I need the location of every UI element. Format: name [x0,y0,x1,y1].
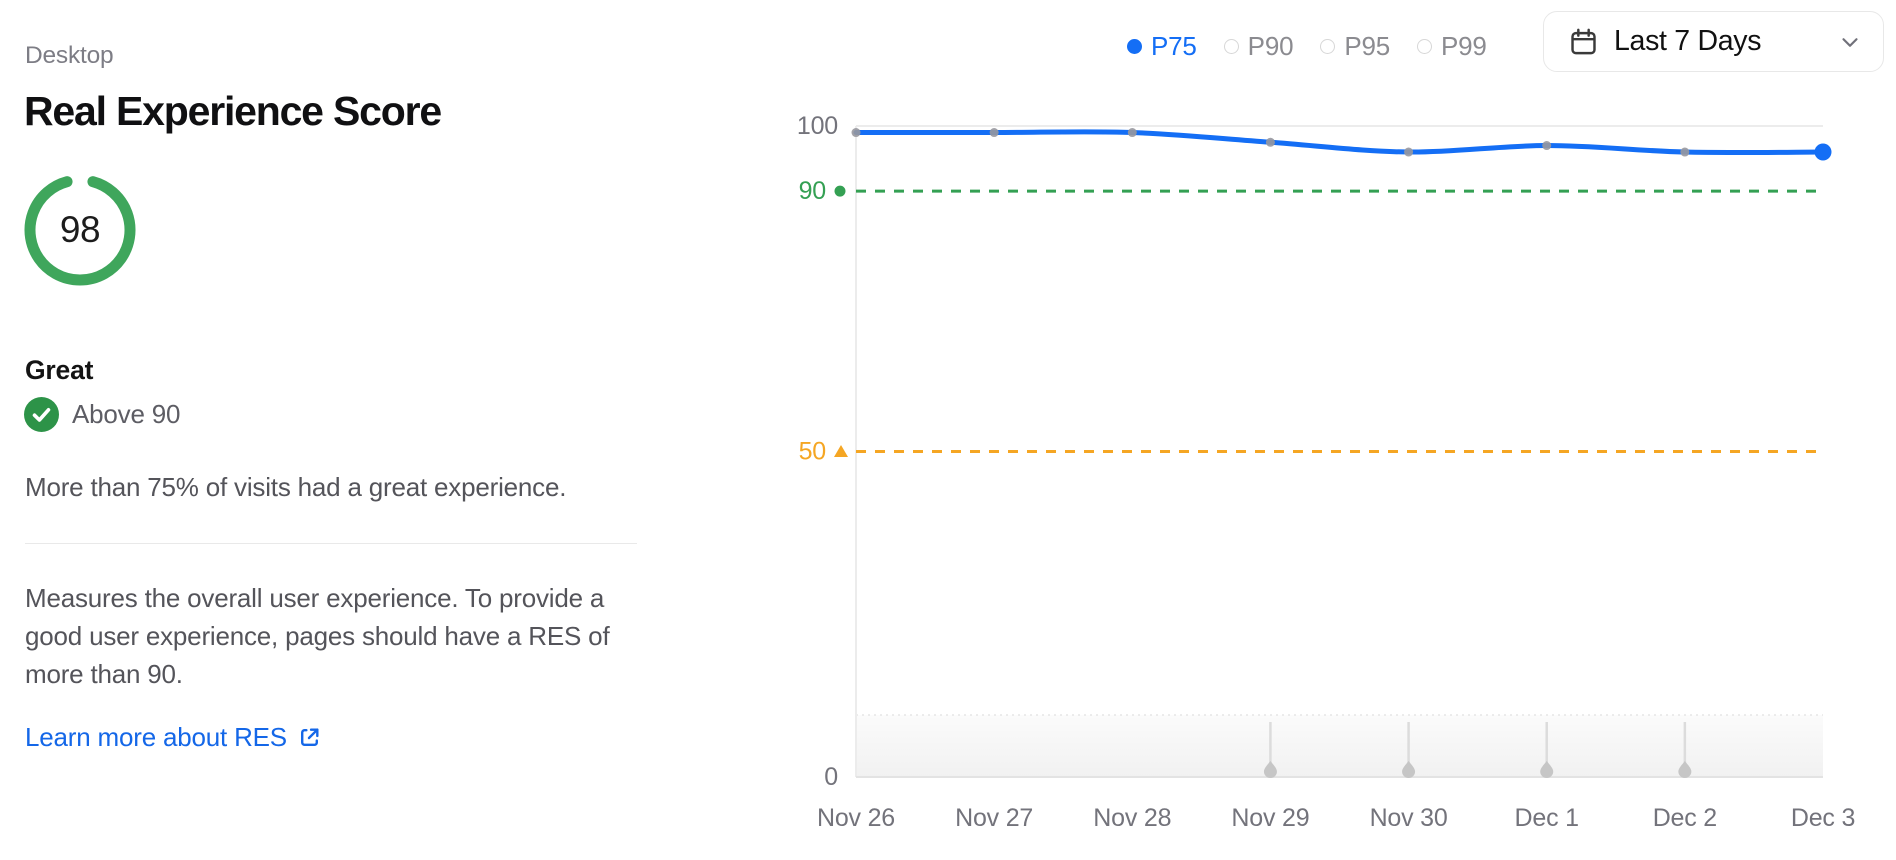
learn-more-link[interactable]: Learn more about RES [25,722,322,753]
data-point[interactable] [989,128,999,138]
x-axis-label: Dec 1 [1515,804,1579,832]
radio-dot-icon [1417,38,1433,54]
divider [25,543,637,544]
y-axis-label: 50 [799,438,826,466]
x-axis-label: Nov 28 [1093,804,1171,832]
percentile-toggle-p90[interactable]: P90 [1223,30,1294,62]
score-ring-icon [24,176,136,286]
summary-text: More than 75% of visits had a great expe… [25,472,567,502]
device-label: Desktop [25,42,114,69]
y-axis-label: 100 [797,112,838,140]
x-axis-label: Nov 30 [1370,804,1448,832]
learn-more-label: Learn more about RES [25,722,287,752]
date-range-picker[interactable]: Last 7 Days [1543,11,1884,72]
data-point[interactable] [851,128,861,138]
x-axis-label: Dec 2 [1653,804,1717,832]
percentile-toggle-p95[interactable]: P95 [1320,31,1390,62]
threshold-row: Above 90 [24,397,180,432]
data-point[interactable] [1404,147,1414,157]
percentile-label: P95 [1344,30,1391,61]
page-title: Real Experience Score [24,88,442,134]
data-point[interactable] [1542,141,1552,151]
x-axis-label: Nov 29 [1231,804,1309,832]
chevron-down-icon [1837,29,1863,55]
description-text: Measures the overall user experience. To… [25,583,610,689]
external-link-icon [300,728,319,746]
calendar-icon [1571,28,1596,55]
x-axis-label: Nov 27 [955,804,1033,832]
threshold-label: Above 90 [72,399,181,429]
data-point[interactable] [1265,137,1275,147]
y-axis-label: 0 [824,763,838,791]
score-value: 98 [59,209,101,250]
x-axis-label: Nov 26 [817,804,895,832]
x-axis-label: Dec 3 [1791,804,1855,832]
percentile-label: P75 [1151,30,1197,61]
percentile-toggle-p99[interactable]: P99 [1417,31,1487,62]
check-icon [24,397,59,432]
radio-dot-icon [1223,38,1239,54]
sample-density-band [856,715,1823,777]
data-point[interactable] [1680,147,1690,157]
rating-label: Great [25,355,94,385]
percentile-label: P90 [1247,30,1294,61]
data-point[interactable] [1127,128,1137,138]
p75-series-line [853,129,1826,156]
poor-threshold-triangle-icon [834,445,848,457]
y-axis-label: 90 [799,177,826,205]
score-gauge: 98 [24,174,136,286]
percentile-label: P99 [1441,30,1487,61]
great-threshold-dot-icon [834,185,846,197]
percentile-toggle-p75[interactable]: P75 [1127,31,1197,62]
radio-dot-icon [1320,38,1336,54]
percentile-toggle-group: P75 P90 P95 P99 [1127,31,1487,61]
data-point-latest[interactable] [1814,143,1832,161]
deployment-marker[interactable] [1678,761,1692,779]
date-range-label: Last 7 Days [1614,25,1762,57]
deployment-marker[interactable] [1263,761,1277,779]
deployment-marker[interactable] [1540,761,1554,779]
radio-dot-icon [1127,38,1142,54]
deployment-marker[interactable] [1402,761,1416,779]
